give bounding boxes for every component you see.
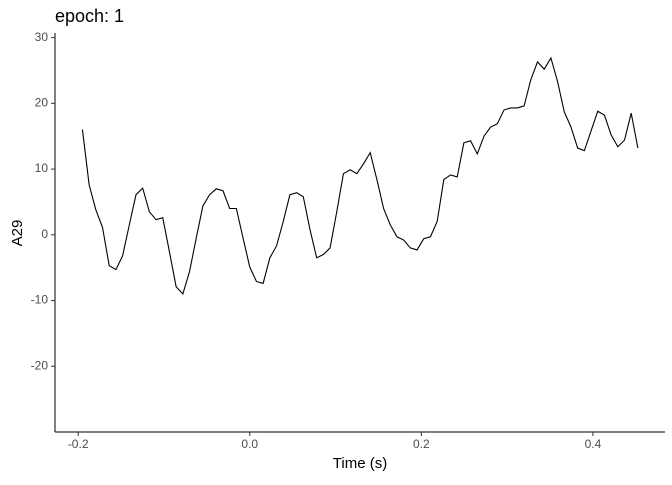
x-axis-title: Time (s) bbox=[333, 455, 387, 472]
y-tick-label: -10 bbox=[31, 293, 49, 307]
x-tick-label: -0.2 bbox=[68, 437, 89, 451]
y-tick-label: 30 bbox=[35, 30, 49, 44]
y-axis-title: A29 bbox=[9, 220, 26, 247]
y-tick-label: 20 bbox=[35, 96, 49, 110]
x-tick-label: 0.2 bbox=[413, 437, 430, 451]
y-tick-label: 0 bbox=[41, 227, 48, 241]
x-tick-label: 0.4 bbox=[585, 437, 602, 451]
chart-title: epoch: 1 bbox=[55, 6, 124, 26]
y-tick-label: 10 bbox=[35, 161, 49, 175]
x-tick-label: 0.0 bbox=[241, 437, 258, 451]
y-tick-label: -20 bbox=[31, 358, 49, 372]
data-line bbox=[81, 56, 639, 296]
